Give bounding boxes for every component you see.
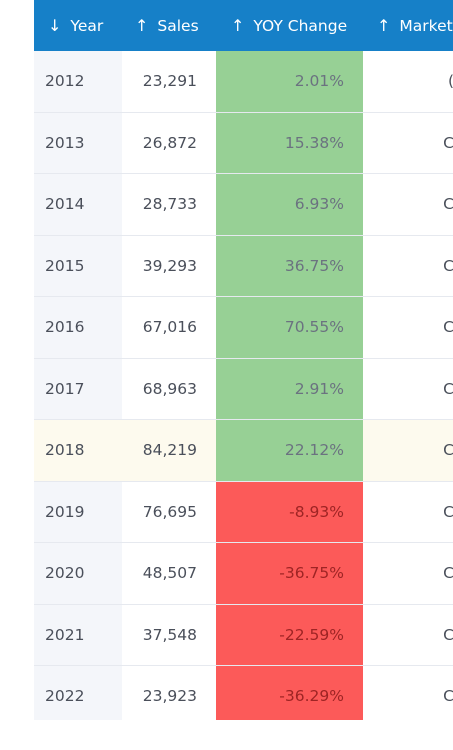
sort-ascending-icon: ↑ [231,16,245,35]
table-row[interactable]: 2021 37,548 -22.59% C [34,604,453,666]
cell-sales: 39,293 [142,256,197,275]
column-header-sales[interactable]: ↑ Sales [122,0,216,51]
sort-descending-icon: ↓ [48,16,62,35]
cell-yoy-change: -8.93% [216,481,363,542]
table-row[interactable]: 2014 28,733 6.93% C [34,174,453,236]
cell-market: C [443,256,453,275]
cell-sales: 37,548 [142,625,197,644]
cell-yoy-change: 2.01% [216,51,363,112]
table-row[interactable]: 2018 84,219 22.12% C [34,420,453,482]
table-row[interactable]: 2022 23,923 -36.29% C [34,666,453,720]
column-header-sales-label: Sales [157,16,199,35]
cell-year: 2017 [34,358,122,419]
cell-sales: 48,507 [142,564,197,583]
cell-market: C [443,687,453,706]
cell-year: 2016 [34,297,122,358]
cell-market: C [443,133,453,152]
cell-sales: 84,219 [142,441,197,460]
cell-sales: 23,923 [142,687,197,706]
table-header: ↓ Year ↑ Sales ↑ YOY Change ↑ Market [34,0,453,51]
cell-yoy-change: -36.29% [216,666,363,720]
column-header-market-label: Market [399,16,453,35]
cell-market: C [443,318,453,337]
cell-market: C [443,564,453,583]
table-row[interactable]: 2017 68,963 2.91% C [34,358,453,420]
cell-sales: 26,872 [142,133,197,152]
cell-yoy-change: 22.12% [216,420,363,481]
cell-year: 2018 [34,420,122,481]
cell-yoy-change: 36.75% [216,235,363,296]
sort-ascending-icon: ↑ [377,16,391,35]
cell-year: 2012 [34,51,122,112]
table-body: 2012 23,291 2.01%(2013 26,872 15.38% C 2014 28,… [34,51,453,720]
column-header-market[interactable]: ↑ Market [363,0,453,51]
cell-yoy-change: 6.93% [216,174,363,235]
cell-year: 2015 [34,235,122,296]
table-row[interactable]: 2015 39,293 36.75% C [34,235,453,297]
cell-yoy-change: -22.59% [216,604,363,665]
column-header-yoy-change-label: YOY Change [253,16,348,35]
table-row[interactable]: 2016 67,016 70.55% C [34,297,453,359]
cell-sales: 23,291 [142,72,197,91]
sales-table: ↓ Year ↑ Sales ↑ YOY Change ↑ Market 201… [34,0,453,720]
cell-yoy-change: -36.75% [216,543,363,604]
cell-market: C [443,195,453,214]
cell-year: 2020 [34,543,122,604]
column-header-year-label: Year [70,16,104,35]
column-header-yoy-change[interactable]: ↑ YOY Change [216,0,363,51]
cell-year: 2021 [34,604,122,665]
cell-yoy-change: 2.91% [216,358,363,419]
cell-market: C [443,502,453,521]
cell-market: C [443,625,453,644]
cell-year: 2022 [34,666,122,720]
cell-yoy-change: 70.55% [216,297,363,358]
cell-sales: 76,695 [142,502,197,521]
sort-ascending-icon: ↑ [135,16,149,35]
cell-year: 2013 [34,112,122,173]
cell-market: ( [363,51,453,112]
cell-sales: 68,963 [142,379,197,398]
table-row[interactable]: 2013 26,872 15.38% C [34,112,453,174]
table-row[interactable]: 2019 76,695 -8.93% C [34,481,453,543]
table-row[interactable]: 2020 48,507 -36.75% C [34,543,453,605]
table-row[interactable]: 2012 23,291 2.01%( [34,51,453,113]
cell-sales: 67,016 [142,318,197,337]
cell-year: 2019 [34,481,122,542]
cell-market: C [443,379,453,398]
column-header-year[interactable]: ↓ Year [34,0,122,51]
cell-sales: 28,733 [142,195,197,214]
cell-market: C [443,441,453,460]
cell-yoy-change: 15.38% [216,112,363,173]
cell-year: 2014 [34,174,122,235]
